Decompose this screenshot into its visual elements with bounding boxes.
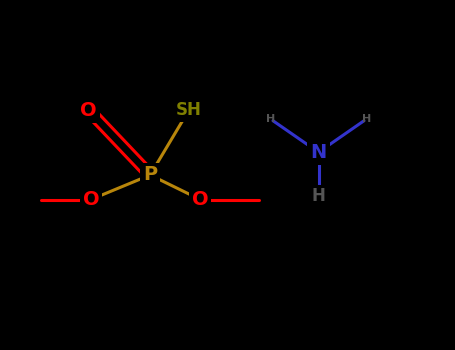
Text: O: O (83, 190, 99, 209)
Text: O: O (81, 101, 97, 120)
Text: P: P (143, 166, 157, 184)
Text: N: N (310, 143, 327, 162)
Text: H: H (362, 114, 371, 124)
Text: SH: SH (176, 101, 202, 119)
Text: H: H (266, 114, 275, 124)
Text: O: O (192, 190, 208, 209)
Text: H: H (312, 187, 325, 205)
